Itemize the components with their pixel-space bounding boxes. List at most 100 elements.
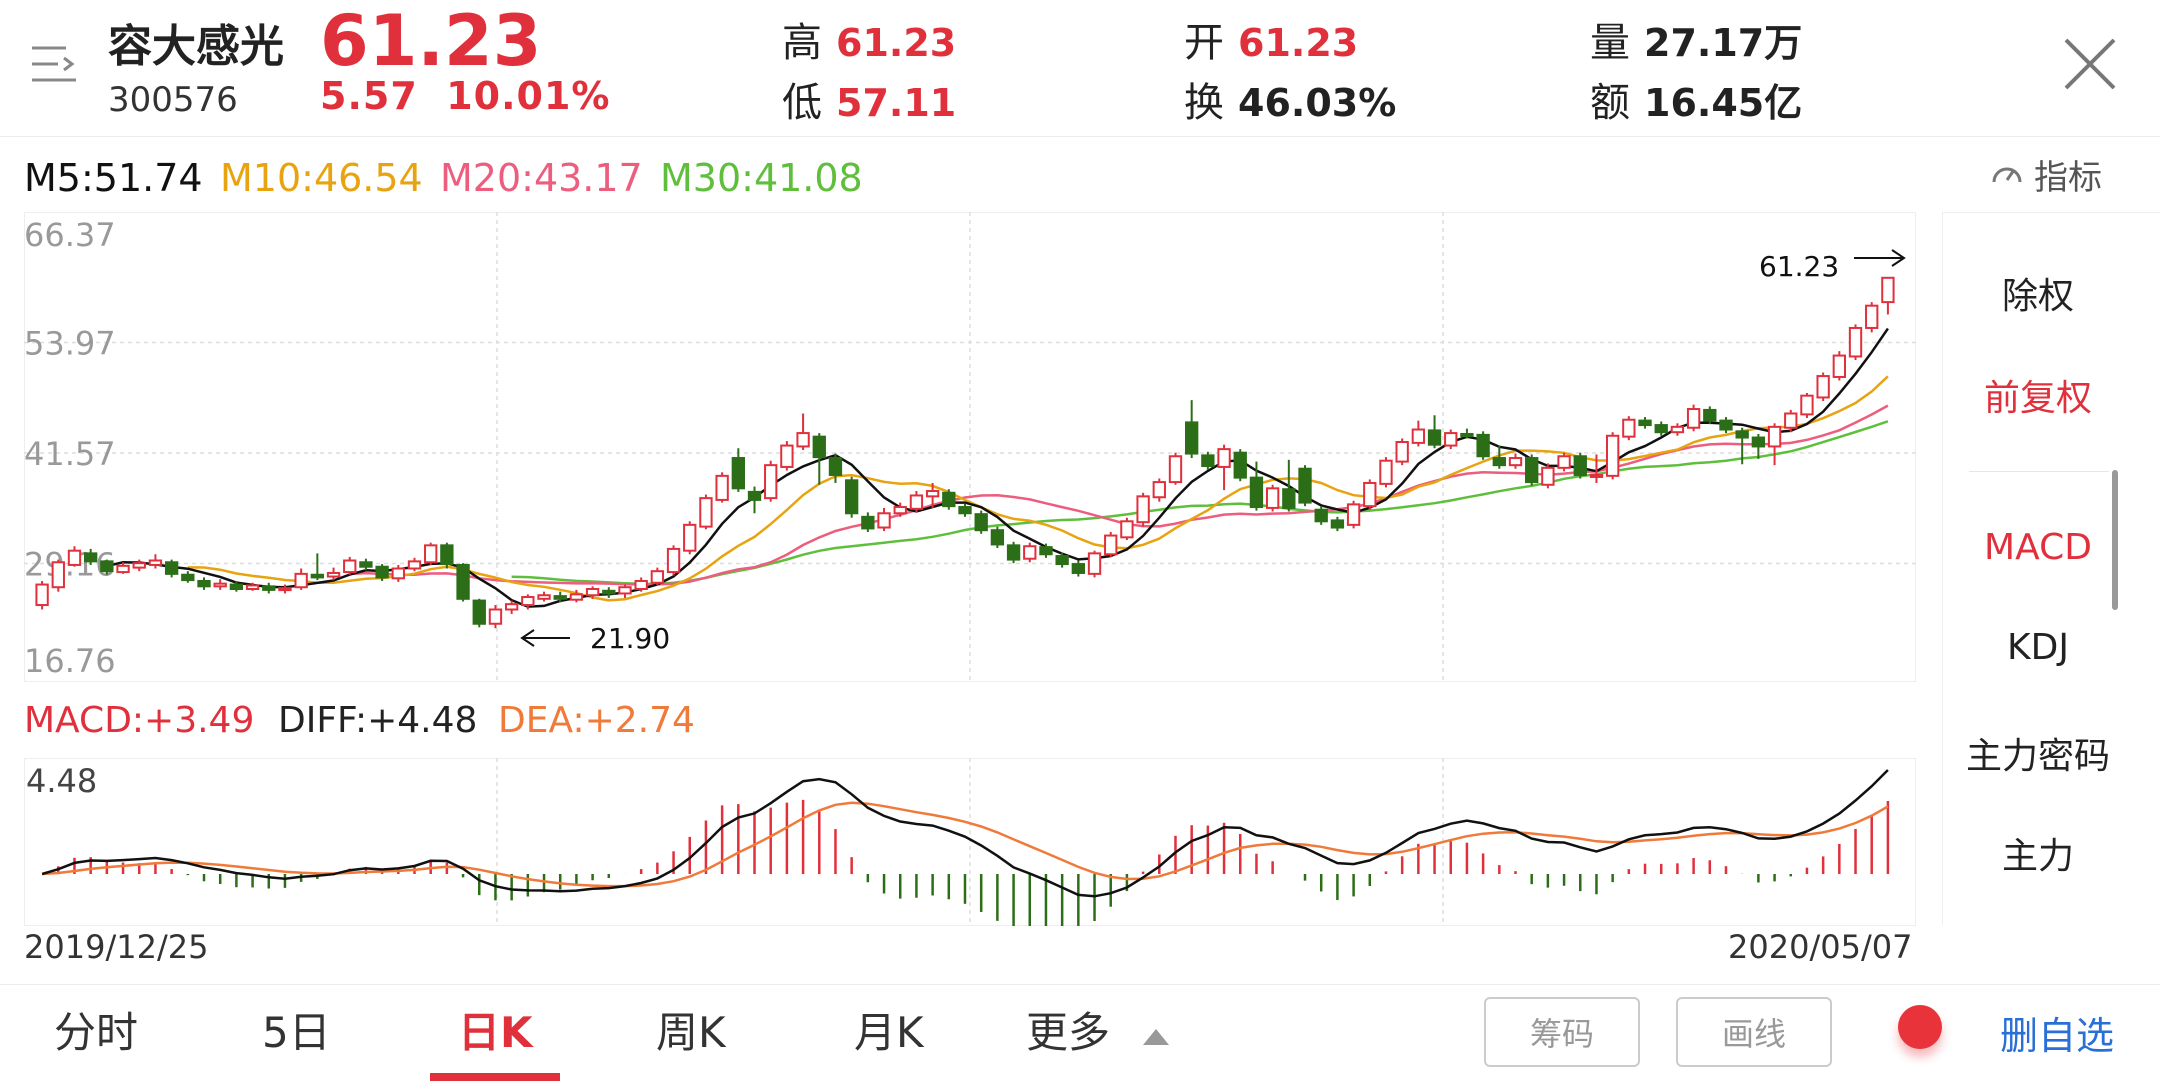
turnover-value: 46.03%: [1238, 81, 1397, 125]
candle: [780, 441, 794, 471]
chip-button[interactable]: 筹码: [1484, 997, 1640, 1067]
gauge-icon: [1992, 167, 2022, 182]
candle: [132, 559, 146, 572]
candle: [1460, 428, 1474, 439]
diff-line: [41, 769, 1889, 898]
active-tab-indicator: [430, 1073, 560, 1081]
candle: [100, 559, 114, 575]
quote-header: 容大感光 300576 61.23 5.57 10.01% 高 61.23 低 57…: [0, 0, 2160, 137]
volume-quote: 量 27.17万: [1590, 10, 1802, 68]
price-change: 5.57 10.01%: [320, 74, 611, 118]
candle: [747, 486, 762, 514]
high-label: 高: [782, 20, 822, 66]
tab-more-label: 更多: [1026, 1008, 1111, 1057]
candle: [1865, 302, 1879, 333]
candle: [343, 556, 357, 575]
amount-quote: 额 16.45亿: [1590, 70, 1802, 128]
macd-axis-top: 4.48: [26, 762, 97, 800]
side-item-kdj[interactable]: KDJ: [2007, 627, 2069, 668]
candle: [1670, 423, 1685, 436]
ma5-label: M5:51.74: [24, 156, 203, 200]
candle: [472, 598, 486, 628]
volume-value: 27.17万: [1644, 21, 1803, 65]
candle: [1703, 406, 1717, 425]
candle: [359, 558, 373, 571]
macd-chart[interactable]: 4.48: [24, 758, 1916, 926]
candle: [683, 521, 697, 555]
turnover-label: 换: [1184, 80, 1224, 126]
candle: [1816, 372, 1830, 402]
candle: [1282, 459, 1296, 512]
side-item-main-force[interactable]: 主力: [2001, 836, 2074, 877]
candle: [164, 559, 179, 578]
candle: [1832, 351, 1846, 381]
tab-5day[interactable]: 5日: [262, 1008, 331, 1057]
open-label: 开: [1184, 20, 1224, 66]
ma10-label: M10:46.54: [220, 156, 423, 200]
side-item-ex-rights[interactable]: 除权: [2001, 276, 2074, 317]
candle: [1476, 431, 1490, 460]
candle: [1881, 276, 1895, 315]
candle: [1589, 454, 1604, 483]
candle: [375, 564, 389, 581]
candle: [861, 512, 875, 532]
candle: [1379, 457, 1393, 488]
indicator-label: 指标: [2034, 158, 2102, 198]
candle: [942, 489, 956, 510]
candle: [1492, 445, 1506, 469]
side-item-main-force-code[interactable]: 主力密码: [1965, 736, 2110, 777]
tab-daily-k[interactable]: 日K: [458, 1008, 533, 1057]
bottom-bar: 分时 5日 日K 周K 月K 更多 筹码 画线 删自选: [0, 984, 2160, 1081]
candle: [893, 502, 907, 517]
candle: [1395, 438, 1409, 466]
tab-weekly-k[interactable]: 周K: [656, 1008, 726, 1057]
candle: [1784, 409, 1798, 433]
candle: [796, 413, 810, 451]
indicator-button[interactable]: 指标: [1990, 150, 2102, 199]
tab-more[interactable]: 更多: [1026, 999, 1171, 1060]
candle: [1719, 417, 1733, 434]
candle: [1023, 542, 1037, 563]
diff-label: DIFF:+4.48: [278, 700, 478, 741]
candle: [181, 571, 195, 583]
tab-monthly-k[interactable]: 月K: [854, 1008, 924, 1057]
ma5-line: [106, 327, 1889, 608]
candle: [618, 584, 632, 598]
close-icon[interactable]: [2060, 34, 2120, 94]
open-value: 61.23: [1238, 21, 1359, 65]
candle: [1330, 516, 1345, 532]
candle: [1006, 541, 1021, 564]
candle: [1120, 517, 1134, 541]
menu-icon[interactable]: [30, 40, 80, 90]
high-value: 61.23: [836, 21, 957, 65]
candle: [812, 433, 826, 485]
remove-watchlist-button[interactable]: 删自选: [2000, 1014, 2115, 1058]
candle: [1363, 479, 1377, 510]
candle: [925, 482, 940, 508]
y-axis-label: 53.97: [24, 324, 116, 362]
side-divider: [1969, 471, 2109, 472]
candle: [1185, 400, 1199, 459]
tab-intraday[interactable]: 分时: [54, 1008, 139, 1057]
side-item-macd[interactable]: MACD: [1984, 527, 2092, 568]
candle: [1039, 543, 1053, 558]
right-arrow-icon: [1854, 249, 1906, 267]
candle: [262, 582, 276, 594]
candle: [585, 586, 600, 599]
side-scrollbar[interactable]: [2112, 470, 2118, 610]
candle: [1233, 449, 1247, 482]
candle: [504, 600, 519, 614]
candle: [1071, 560, 1086, 577]
candle: [116, 562, 130, 574]
record-dot-icon[interactable]: [1898, 1005, 1942, 1049]
y-axis-label: 41.57: [24, 435, 116, 473]
candle: [1314, 506, 1328, 525]
low-quote: 低 57.11: [782, 70, 956, 128]
candle: [1800, 392, 1814, 418]
candle: [278, 584, 292, 594]
macd-label: MACD:+3.49: [24, 700, 255, 741]
draw-line-button[interactable]: 画线: [1676, 997, 1832, 1067]
candle: [197, 577, 211, 590]
side-item-forward-adjust[interactable]: 前复权: [1983, 378, 2092, 419]
